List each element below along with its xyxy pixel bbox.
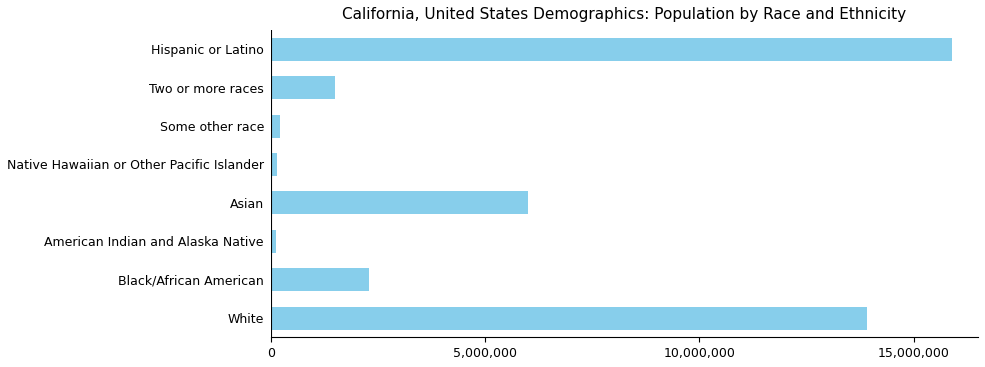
Bar: [271, 115, 281, 138]
Bar: [271, 191, 528, 214]
Bar: [271, 76, 335, 99]
Bar: [271, 268, 369, 291]
Bar: [271, 306, 867, 330]
Bar: [271, 38, 952, 61]
Bar: [271, 153, 278, 176]
Title: California, United States Demographics: Population by Race and Ethnicity: California, United States Demographics: …: [343, 7, 906, 22]
Bar: [271, 230, 276, 253]
